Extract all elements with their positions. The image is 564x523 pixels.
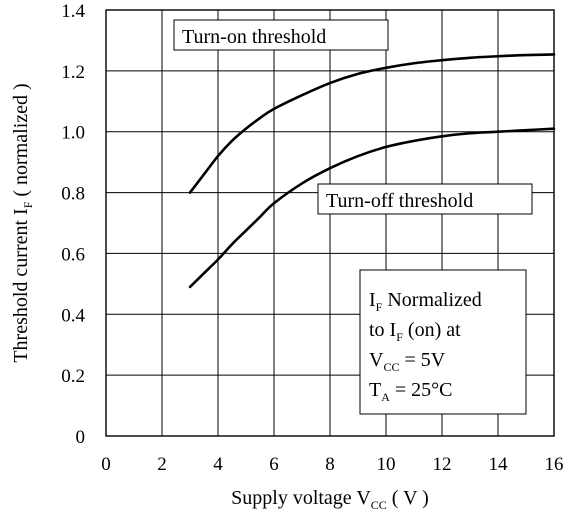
- x-tick-label: 14: [489, 454, 509, 475]
- y-tick-label: 0.6: [61, 244, 85, 265]
- x-tick-label: 0: [101, 454, 111, 475]
- x-tick-label: 16: [545, 454, 564, 475]
- turn-off-label: Turn-off threshold: [326, 190, 473, 212]
- x-tick-label: 10: [377, 454, 396, 475]
- series-curves: [188, 53, 556, 289]
- x-tick-labels: 0 2 4 6 8 10 12 14 16: [101, 454, 563, 475]
- note-line-4: TA = 25°C: [369, 379, 453, 404]
- x-tick-label: 2: [157, 454, 167, 475]
- plot-frame: [105, 9, 555, 437]
- conditions-note-box: [359, 269, 527, 415]
- turn-on-label: Turn-on threshold: [182, 26, 326, 48]
- x-tick-label: 4: [213, 454, 223, 475]
- turn-on-label-group: Turn-on threshold: [173, 19, 389, 51]
- turn-off-label-group: Turn-off threshold: [317, 183, 533, 215]
- conditions-note-group: IF Normalized to IF (on) at VCC = 5V TA …: [359, 269, 527, 415]
- turn-on-label-box: [173, 19, 389, 51]
- turn-on-threshold-line: [188, 53, 556, 194]
- x-tick-label: 6: [269, 454, 279, 475]
- note-line-2: to IF (on) at: [369, 319, 461, 344]
- y-tick-label: 1.2: [61, 62, 85, 83]
- y-tick-label: 0: [76, 427, 86, 448]
- turn-off-label-box: [317, 183, 533, 215]
- y-tick-label: 1.0: [61, 123, 85, 144]
- x-tick-label: 8: [325, 454, 335, 475]
- x-axis-label: Supply voltage VCC ( V ): [231, 487, 429, 512]
- y-tick-labels: 0 0.2 0.4 0.6 0.8 1.0 1.2 1.4: [61, 1, 85, 448]
- y-tick-label: 0.4: [61, 305, 85, 326]
- turn-off-threshold-line: [188, 127, 556, 289]
- y-tick-label: 0.8: [61, 184, 85, 205]
- y-tick-label: 0.2: [61, 366, 85, 387]
- y-axis-label: Threshold current IF ( normalized ): [10, 83, 35, 362]
- x-tick-label: 12: [433, 454, 452, 475]
- y-tick-label: 1.4: [61, 1, 85, 22]
- note-line-1: IF Normalized: [369, 289, 482, 314]
- note-line-3: VCC = 5V: [369, 349, 446, 374]
